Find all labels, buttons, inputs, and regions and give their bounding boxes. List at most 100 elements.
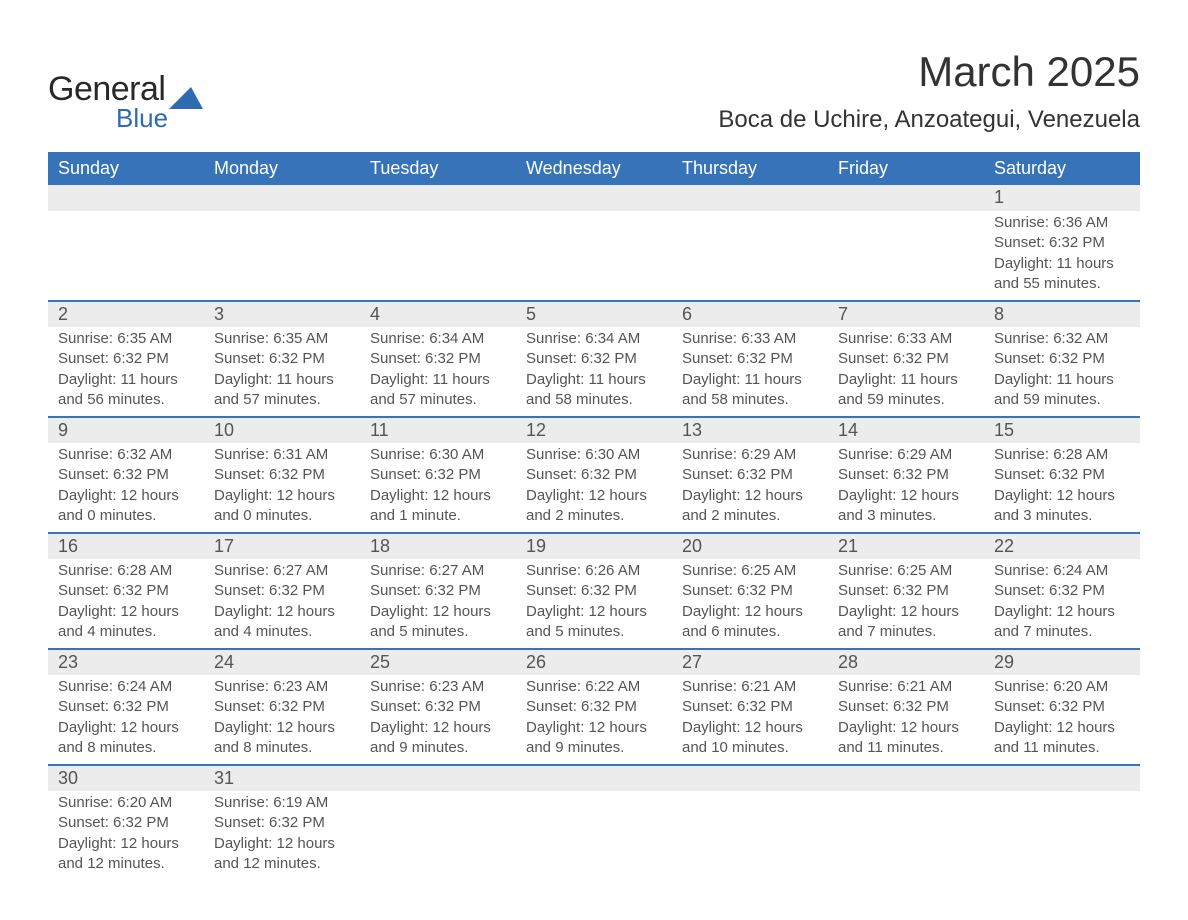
sunrise-text: Sunrise: 6:32 AM [58,445,194,465]
daylight-text-2: and 58 minutes. [682,390,818,410]
daylight-text-2: and 5 minutes. [370,622,506,642]
daylight-text: Daylight: 12 hours [838,486,974,506]
sunset-text: Sunset: 6:32 PM [994,581,1130,601]
day-detail-cell [360,791,516,880]
sunset-text: Sunset: 6:32 PM [682,465,818,485]
daylight-text: Daylight: 12 hours [214,602,350,622]
day-number-cell [516,765,672,791]
week-detail-row: Sunrise: 6:28 AMSunset: 6:32 PMDaylight:… [48,559,1140,649]
week-detail-row: Sunrise: 6:36 AMSunset: 6:32 PMDaylight:… [48,211,1140,301]
daylight-text: Daylight: 12 hours [994,602,1130,622]
day-number-cell: 19 [516,533,672,559]
day-detail-cell: Sunrise: 6:20 AMSunset: 6:32 PMDaylight:… [984,675,1140,765]
week-daynum-row: 1 [48,185,1140,211]
sunrise-text: Sunrise: 6:24 AM [58,677,194,697]
col-sunday: Sunday [48,152,204,185]
day-detail-cell: Sunrise: 6:32 AMSunset: 6:32 PMDaylight:… [984,327,1140,417]
sunset-text: Sunset: 6:32 PM [370,349,506,369]
day-number-cell [828,185,984,211]
week-daynum-row: 23242526272829 [48,649,1140,675]
day-detail-cell: Sunrise: 6:27 AMSunset: 6:32 PMDaylight:… [360,559,516,649]
day-number-cell [48,185,204,211]
daylight-text-2: and 6 minutes. [682,622,818,642]
page-header: General Blue March 2025 Boca de Uchire, … [48,48,1140,134]
daylight-text-2: and 58 minutes. [526,390,662,410]
daylight-text: Daylight: 11 hours [526,370,662,390]
daylight-text: Daylight: 12 hours [58,486,194,506]
sunset-text: Sunset: 6:32 PM [994,465,1130,485]
sunset-text: Sunset: 6:32 PM [838,581,974,601]
daylight-text: Daylight: 11 hours [994,254,1130,274]
day-detail-cell: Sunrise: 6:33 AMSunset: 6:32 PMDaylight:… [672,327,828,417]
day-number-cell: 5 [516,301,672,327]
daylight-text-2: and 11 minutes. [838,738,974,758]
day-detail-cell: Sunrise: 6:28 AMSunset: 6:32 PMDaylight:… [984,443,1140,533]
day-detail-cell: Sunrise: 6:19 AMSunset: 6:32 PMDaylight:… [204,791,360,880]
day-number-cell: 21 [828,533,984,559]
day-number-cell: 26 [516,649,672,675]
sunrise-text: Sunrise: 6:29 AM [838,445,974,465]
daylight-text: Daylight: 12 hours [994,486,1130,506]
day-detail-cell: Sunrise: 6:23 AMSunset: 6:32 PMDaylight:… [360,675,516,765]
daylight-text-2: and 7 minutes. [838,622,974,642]
sunrise-text: Sunrise: 6:35 AM [214,329,350,349]
daylight-text-2: and 10 minutes. [682,738,818,758]
daylight-text-2: and 3 minutes. [994,506,1130,526]
daylight-text-2: and 57 minutes. [370,390,506,410]
sunset-text: Sunset: 6:32 PM [58,581,194,601]
sunrise-text: Sunrise: 6:33 AM [682,329,818,349]
day-number-cell: 31 [204,765,360,791]
daylight-text-2: and 8 minutes. [58,738,194,758]
day-detail-cell [360,211,516,301]
calendar-body: 1Sunrise: 6:36 AMSunset: 6:32 PMDaylight… [48,185,1140,880]
daylight-text: Daylight: 12 hours [58,834,194,854]
daylight-text: Daylight: 12 hours [526,718,662,738]
col-tuesday: Tuesday [360,152,516,185]
col-saturday: Saturday [984,152,1140,185]
sunset-text: Sunset: 6:32 PM [994,697,1130,717]
day-number-cell: 24 [204,649,360,675]
day-detail-cell [828,211,984,301]
daylight-text: Daylight: 12 hours [682,602,818,622]
sunrise-text: Sunrise: 6:22 AM [526,677,662,697]
day-detail-cell: Sunrise: 6:25 AMSunset: 6:32 PMDaylight:… [672,559,828,649]
day-detail-cell [516,791,672,880]
day-detail-cell: Sunrise: 6:21 AMSunset: 6:32 PMDaylight:… [828,675,984,765]
sunset-text: Sunset: 6:32 PM [214,349,350,369]
day-number-cell: 1 [984,185,1140,211]
day-number-cell: 18 [360,533,516,559]
day-number-cell [672,765,828,791]
day-detail-cell: Sunrise: 6:20 AMSunset: 6:32 PMDaylight:… [48,791,204,880]
day-detail-cell [984,791,1140,880]
daylight-text: Daylight: 12 hours [214,486,350,506]
day-detail-cell: Sunrise: 6:34 AMSunset: 6:32 PMDaylight:… [360,327,516,417]
week-detail-row: Sunrise: 6:32 AMSunset: 6:32 PMDaylight:… [48,443,1140,533]
day-number-cell: 8 [984,301,1140,327]
day-number-cell [516,185,672,211]
day-number-cell: 10 [204,417,360,443]
daylight-text-2: and 7 minutes. [994,622,1130,642]
sunset-text: Sunset: 6:32 PM [58,697,194,717]
day-detail-cell: Sunrise: 6:25 AMSunset: 6:32 PMDaylight:… [828,559,984,649]
daylight-text: Daylight: 11 hours [58,370,194,390]
sunset-text: Sunset: 6:32 PM [370,581,506,601]
day-number-cell: 9 [48,417,204,443]
day-number-cell: 2 [48,301,204,327]
sunset-text: Sunset: 6:32 PM [370,465,506,485]
day-number-cell: 22 [984,533,1140,559]
daylight-text: Daylight: 12 hours [58,718,194,738]
daylight-text: Daylight: 11 hours [994,370,1130,390]
daylight-text: Daylight: 12 hours [526,602,662,622]
sunset-text: Sunset: 6:32 PM [214,581,350,601]
sunrise-text: Sunrise: 6:30 AM [370,445,506,465]
sunrise-text: Sunrise: 6:27 AM [370,561,506,581]
day-number-cell: 4 [360,301,516,327]
day-detail-cell: Sunrise: 6:34 AMSunset: 6:32 PMDaylight:… [516,327,672,417]
daylight-text-2: and 12 minutes. [58,854,194,874]
sunrise-text: Sunrise: 6:19 AM [214,793,350,813]
sunset-text: Sunset: 6:32 PM [526,349,662,369]
daylight-text-2: and 5 minutes. [526,622,662,642]
sunset-text: Sunset: 6:32 PM [682,581,818,601]
day-detail-cell [672,211,828,301]
day-number-cell: 12 [516,417,672,443]
